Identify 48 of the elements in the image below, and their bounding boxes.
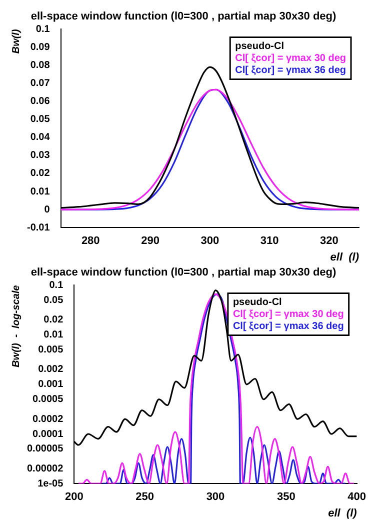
y-axis-title: Bw(l)	[10, 28, 22, 54]
y-tick-label: 0.001	[38, 379, 64, 390]
y-tick-label: 0.02	[30, 168, 50, 180]
y-tick-label: 0.01	[30, 186, 50, 198]
y-tick-label: 0.00002	[26, 463, 64, 474]
y-tick-label: 0.00005	[26, 444, 64, 455]
y-axis-title: Bw(l) - log-scale	[10, 284, 22, 368]
x-tick-label: 320	[320, 235, 338, 248]
y-tick-label: 0.07	[30, 78, 50, 90]
x-tick-label: 400	[348, 491, 366, 504]
y-tick-label: 0.0001	[32, 428, 64, 440]
y-tick-label: 0.0002	[32, 414, 64, 425]
y-tick-label: 0	[44, 204, 50, 216]
y-tick-label: 0.03	[30, 150, 50, 162]
chart-title: ell-space window function (l0=300 , partial map 30x30 deg)	[30, 266, 337, 279]
x-axis-title: ell (l)	[328, 507, 358, 520]
y-tick-label: 0.005	[38, 344, 64, 356]
x-tick-label: 200	[64, 491, 84, 504]
text: Cl[ ξcor] = γmax 36 deg	[235, 64, 346, 76]
y-tick-label: 0.06	[30, 96, 50, 108]
x-tick-label: 280	[81, 235, 100, 248]
x-tick-label: 300	[200, 235, 220, 248]
y-tick-label: 0.002	[38, 364, 64, 376]
y-tick-label: -0.01	[26, 222, 50, 234]
x-tick-label: 350	[276, 491, 296, 504]
y-tick-label: 0.04	[30, 132, 50, 144]
text: Cl[ ξcor] = γmax 30 deg	[235, 52, 346, 64]
y-tick-label: 0.02	[44, 314, 64, 326]
x-tick-label: 310	[260, 235, 279, 248]
x-tick-label: 300	[206, 491, 225, 504]
series-label: pseudo-Cl	[232, 296, 282, 308]
y-tick-label: 0.1	[49, 280, 64, 291]
series-label: Cl[ ξcor] = γmax 36 deg	[232, 320, 344, 332]
y-tick-label: 0.08	[30, 60, 50, 72]
x-axis-title: ell (l)	[330, 251, 360, 264]
y-tick-label: 0.05	[44, 294, 64, 306]
series-label: Cl[ ξcor] = γmax 30 deg	[232, 308, 344, 320]
y-tick-label: 0.1	[36, 24, 50, 35]
y-tick-label: 0.0005	[32, 394, 64, 406]
chart-title: ell-space window function (l0=300 , partial map 30x30 deg)	[30, 10, 337, 23]
text: pseudo-Cl	[235, 40, 284, 52]
x-tick-label: 250	[136, 491, 154, 504]
x-tick-label: 290	[141, 235, 160, 248]
y-tick-label: 0.05	[30, 114, 50, 126]
line-series	[60, 88, 359, 210]
y-tick-label: 0.09	[30, 42, 50, 53]
y-tick-label: 0.01	[44, 330, 64, 341]
y-tick-label: 1e-05	[38, 478, 64, 490]
